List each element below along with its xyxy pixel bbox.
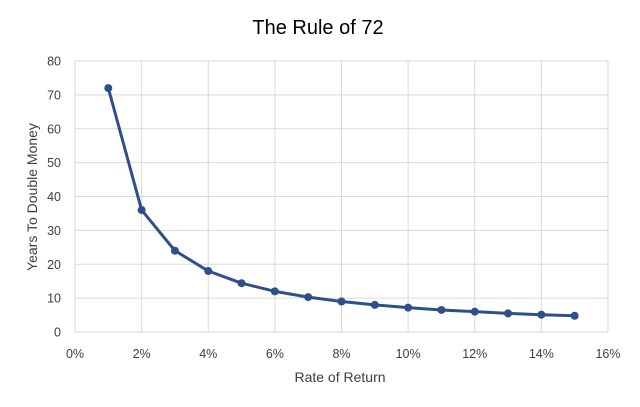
x-tick-label: 10% bbox=[396, 347, 421, 361]
x-tick-label: 8% bbox=[332, 347, 350, 361]
x-tick-label: 14% bbox=[529, 347, 554, 361]
x-tick-label: 0% bbox=[66, 347, 84, 361]
x-tick-label: 2% bbox=[133, 347, 151, 361]
data-point bbox=[370, 300, 379, 309]
x-tick-label: 12% bbox=[462, 347, 487, 361]
data-point bbox=[437, 305, 446, 314]
x-tick-label: 4% bbox=[199, 347, 217, 361]
y-tick-label: 20 bbox=[47, 258, 61, 272]
x-axis-ticks: 0% 2% 4% 6% 8% 10% 12% 14% 16% bbox=[66, 347, 621, 361]
data-point bbox=[204, 267, 213, 276]
data-point bbox=[270, 287, 279, 296]
y-axis-ticks: 0 10 20 30 40 50 60 70 80 bbox=[47, 55, 61, 340]
data-point bbox=[237, 279, 246, 288]
data-point bbox=[470, 307, 479, 316]
y-tick-label: 50 bbox=[47, 156, 61, 170]
y-tick-label: 30 bbox=[47, 224, 61, 238]
data-point bbox=[170, 246, 179, 255]
data-point bbox=[504, 309, 513, 318]
gridlines bbox=[74, 60, 609, 333]
chart-title: The Rule of 72 bbox=[252, 17, 383, 39]
y-tick-label: 60 bbox=[47, 122, 61, 136]
y-axis-label: Years To Double Money bbox=[24, 123, 40, 271]
y-tick-label: 0 bbox=[54, 326, 61, 340]
data-point bbox=[570, 311, 579, 320]
data-point bbox=[537, 310, 546, 319]
y-tick-label: 70 bbox=[47, 88, 61, 102]
y-tick-label: 10 bbox=[47, 292, 61, 306]
data-point bbox=[104, 84, 113, 93]
data-point bbox=[304, 293, 313, 302]
x-tick-label: 6% bbox=[266, 347, 284, 361]
series-layer bbox=[104, 84, 579, 320]
x-axis-label: Rate of Return bbox=[294, 369, 385, 385]
data-point bbox=[137, 206, 146, 215]
y-tick-label: 40 bbox=[47, 190, 61, 204]
y-tick-label: 80 bbox=[47, 55, 61, 69]
data-point bbox=[337, 297, 346, 306]
data-point bbox=[404, 303, 413, 312]
x-tick-label: 16% bbox=[595, 347, 620, 361]
